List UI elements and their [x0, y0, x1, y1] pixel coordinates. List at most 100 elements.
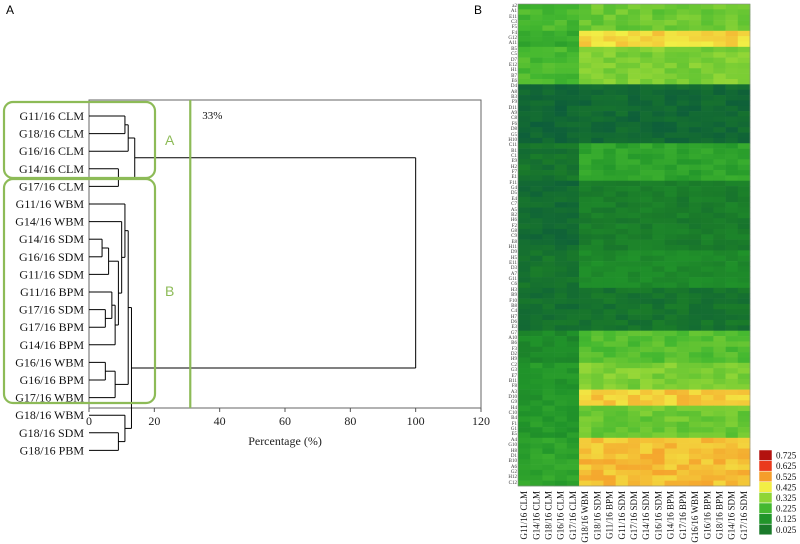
- heatmap-cell: [652, 314, 665, 321]
- heatmap-row-label: A4: [510, 437, 517, 443]
- heatmap-cell: [640, 287, 653, 294]
- heatmap-cell: [566, 352, 580, 358]
- heatmap-cell: [652, 346, 665, 353]
- heatmap-cell: [688, 212, 702, 219]
- heatmap-cell: [713, 105, 726, 112]
- heatmap-cell: [603, 212, 616, 219]
- heatmap-cell: [615, 116, 629, 123]
- heatmap-row-label: E1: [511, 175, 517, 181]
- heatmap-cell: [603, 411, 616, 417]
- heatmap-cell: [640, 346, 653, 353]
- heatmap-cell: [518, 459, 531, 465]
- heatmap-cell: [603, 416, 616, 423]
- heatmap-cell: [676, 373, 690, 380]
- heatmap-cell: [530, 469, 543, 476]
- heatmap-cell: [676, 234, 690, 240]
- heatmap-cell: [701, 443, 714, 449]
- heatmap-cell: [737, 52, 751, 58]
- heatmap-cell: [542, 303, 555, 310]
- heatmap-cell: [701, 223, 714, 230]
- heatmap-cell: [725, 111, 739, 117]
- heatmap-cell: [566, 394, 580, 401]
- cluster-label: B: [165, 283, 174, 299]
- heatmap-cell: [701, 405, 714, 412]
- heatmap-cell: [676, 336, 690, 342]
- heatmap-cell: [554, 336, 568, 342]
- heatmap-cell: [640, 137, 653, 144]
- heatmap-cell: [591, 389, 604, 396]
- heatmap-cell: [615, 480, 629, 487]
- heatmap-cell: [530, 475, 543, 481]
- heatmap-cell: [664, 186, 678, 192]
- heatmap-cell: [591, 464, 604, 471]
- heatmap-row-label: C11: [508, 143, 517, 149]
- heatmap-cell: [542, 105, 555, 112]
- heatmap-cell: [652, 159, 665, 165]
- x-tick-label: 60: [279, 414, 291, 428]
- heatmap-cell: [640, 453, 653, 460]
- heatmap-cell: [591, 352, 604, 358]
- heatmap-cell: [518, 196, 531, 203]
- heatmap-cell: [701, 330, 714, 337]
- heatmap-cell: [554, 325, 568, 331]
- heatmap-cell: [652, 357, 665, 364]
- heatmap-cell: [615, 100, 629, 107]
- heatmap-row-label: F4: [511, 30, 517, 36]
- heatmap-cell: [701, 245, 714, 251]
- heatmap-cell: [725, 341, 739, 348]
- heatmap-row-label: D8: [510, 127, 517, 133]
- heatmap-cell: [579, 303, 592, 310]
- heatmap-cell: [640, 432, 653, 439]
- heatmap-cell: [713, 186, 726, 192]
- heatmap-cell: [701, 62, 714, 69]
- heatmap-cell: [725, 411, 739, 417]
- heatmap-cell: [530, 298, 543, 305]
- heatmap-cell: [603, 277, 616, 283]
- heatmap-cell: [737, 309, 751, 315]
- heatmap-cell: [701, 196, 714, 203]
- heatmap-cell: [554, 427, 568, 433]
- heatmap-cell: [701, 25, 714, 32]
- heatmap-cell: [688, 325, 702, 331]
- heatmap-column-label: G18/16 SDM: [592, 491, 602, 540]
- heatmap-cell: [542, 277, 555, 283]
- heatmap-cell: [737, 148, 751, 155]
- heatmap-column-label: G16/16 WBM: [690, 491, 700, 543]
- heatmap-cell: [530, 319, 543, 326]
- panel-label-a: A: [6, 3, 15, 17]
- heatmap-cell: [713, 437, 726, 444]
- heatmap-cell: [713, 78, 726, 85]
- legend-swatch: [758, 449, 773, 461]
- heatmap-cell: [664, 314, 678, 321]
- heatmap-cell: [676, 384, 690, 390]
- heatmap-cell: [579, 314, 592, 321]
- heatmap-cell: [615, 137, 629, 144]
- heatmap-cell: [701, 84, 714, 90]
- heatmap-cell: [554, 212, 568, 219]
- heatmap-cell: [664, 282, 678, 289]
- heatmap-cell: [725, 330, 739, 337]
- heatmap-cell: [554, 202, 568, 208]
- heatmap-cell: [737, 373, 751, 380]
- heatmap-cell: [579, 121, 592, 128]
- heatmap-cell: [701, 293, 714, 299]
- heatmap-cell: [652, 191, 665, 198]
- heatmap-cell: [530, 261, 543, 267]
- heatmap-cell: [579, 330, 592, 337]
- heatmap-cell: [688, 250, 702, 257]
- heatmap-cell: [640, 100, 653, 107]
- heatmap-cell: [554, 411, 568, 417]
- heatmap-cell: [579, 459, 592, 465]
- heatmap-cell: [652, 277, 665, 283]
- heatmap-cell: [640, 411, 653, 417]
- heatmap-cell: [640, 282, 653, 289]
- heatmap-cell: [530, 9, 543, 16]
- heatmap-cell: [725, 223, 739, 230]
- heatmap-cell: [640, 191, 653, 198]
- heatmap-cell: [530, 255, 543, 262]
- heatmap-cell: [542, 389, 555, 396]
- heatmap-cell: [591, 89, 604, 96]
- heatmap-cell: [664, 443, 678, 449]
- heatmap-cell: [591, 116, 604, 123]
